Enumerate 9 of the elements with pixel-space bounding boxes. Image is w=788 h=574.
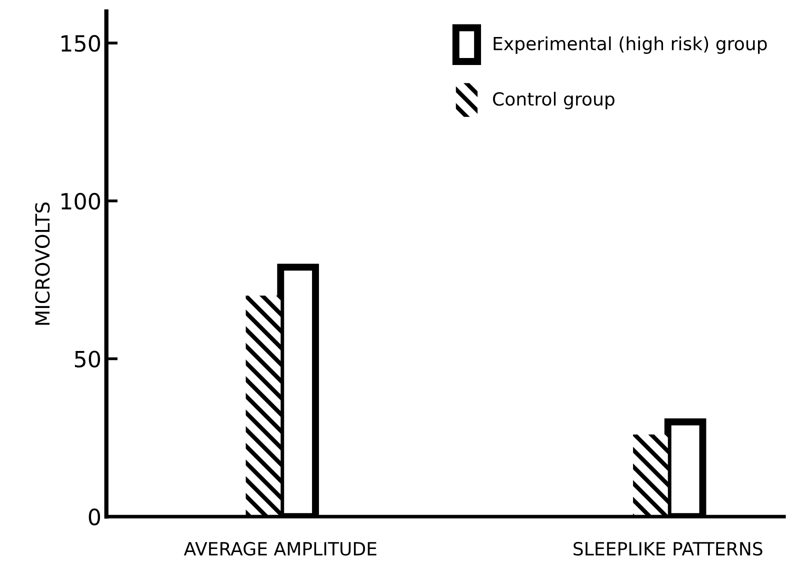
x-tick-label: SLEEPLIKE PATTERNS [574,542,762,556]
x-tick-label: AVERAGE AMPLITUDE [184,542,376,556]
y-tick-label: 0 [88,508,100,526]
y-axis-title: MICROVOLTS [35,202,50,325]
y-tick-label: 150 [62,35,100,52]
y-tick-label: 50 [74,350,100,368]
legend-label: Control group [493,92,614,110]
y-tick-label: 100 [62,192,100,210]
legend-label: Experimental (high risk) group [494,36,767,54]
